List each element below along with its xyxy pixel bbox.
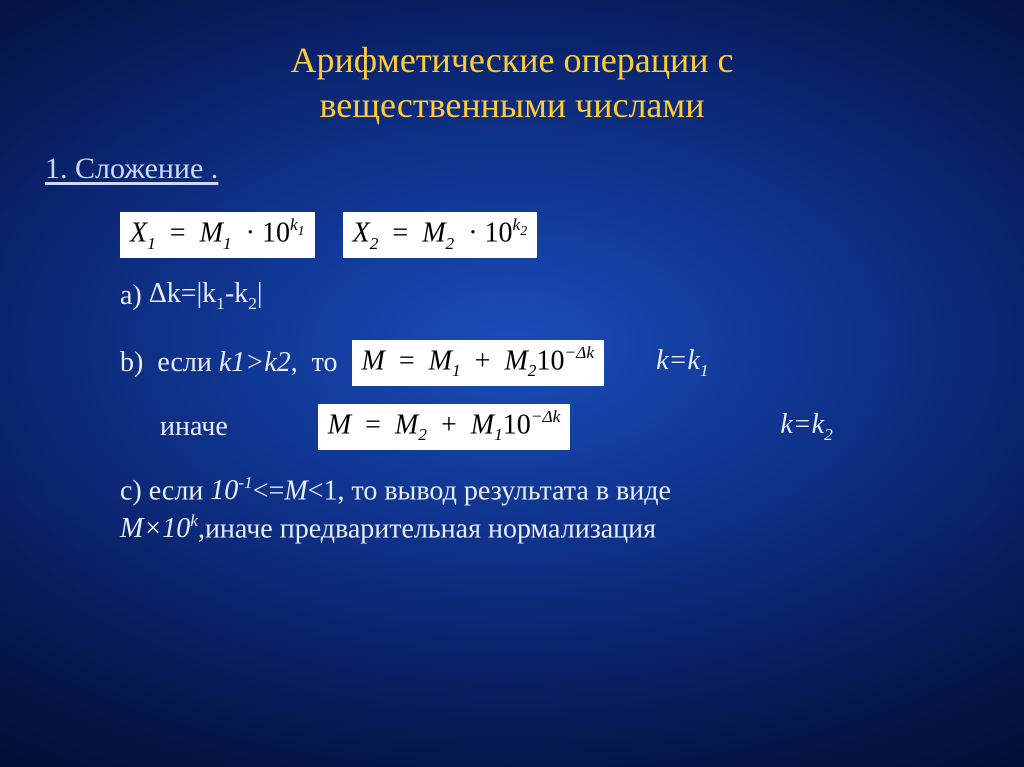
formula-x1: X1 = M1 · 10k1 bbox=[120, 212, 315, 258]
slide: Арифметические операции с вещественными … bbox=[0, 0, 1024, 767]
item-c-label: c) bbox=[120, 475, 142, 506]
formula-m2: M = M2 + M110−Δk bbox=[318, 404, 571, 450]
content-area: X1 = M1 · 10k1 X2 = M2 · 10k2 a) Δk=|k1-… bbox=[120, 212, 920, 564]
item-c-text: если 10-1<=M<1, то вывод результата в ви… bbox=[120, 475, 671, 544]
item-a-text: Δk=|k1-k2| bbox=[149, 278, 263, 314]
item-b-k1: k=k1 bbox=[656, 345, 708, 381]
section-label: Сложение . bbox=[75, 152, 218, 185]
formula-x2: X2 = M2 · 10k2 bbox=[343, 212, 538, 258]
formula-m1: M = M1 + M210−Δk bbox=[352, 340, 605, 386]
title-line-2: вещественными числами bbox=[320, 85, 705, 125]
item-b-else: иначе M = M2 + M110−Δk k=k2 bbox=[160, 404, 920, 450]
item-b-if: если k1>k2, bbox=[157, 347, 297, 379]
section-heading: 1. Сложение . bbox=[45, 152, 218, 186]
item-c: c) если 10-1<=M<1, то вывод результата в… bbox=[120, 472, 920, 548]
item-b-then: то bbox=[312, 347, 338, 379]
formula-row: X1 = M1 · 10k1 X2 = M2 · 10k2 bbox=[120, 212, 920, 258]
section-number: 1. bbox=[45, 152, 68, 185]
item-b-line1: b) если k1>k2, то M = M1 + M210−Δk k=k1 bbox=[120, 340, 920, 386]
item-a-label: a) bbox=[120, 280, 142, 312]
else-word: иначе bbox=[160, 411, 228, 443]
item-a: a) Δk=|k1-k2| bbox=[120, 278, 920, 314]
slide-title: Арифметические операции с вещественными … bbox=[0, 38, 1024, 128]
item-b-k2: k=k2 bbox=[780, 409, 832, 445]
item-b-label: b) bbox=[120, 347, 143, 379]
title-line-1: Арифметические операции с bbox=[290, 40, 733, 80]
